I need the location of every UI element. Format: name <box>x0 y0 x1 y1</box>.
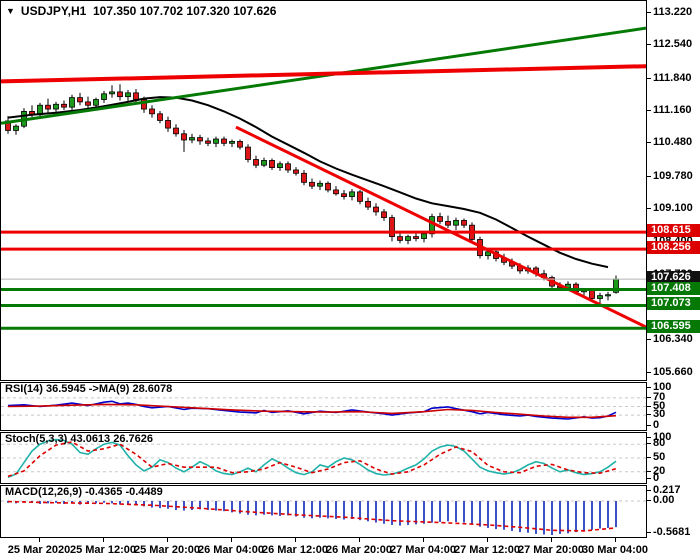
time-tick <box>103 538 104 542</box>
rsi-indicator-pane[interactable] <box>0 382 647 431</box>
price-tick-label: 109.780 <box>647 170 693 182</box>
tick-dash <box>647 109 651 111</box>
macd-axis[interactable]: 0.217 0.00 -0.5681 <box>647 484 700 538</box>
price-badge: 108.256 <box>647 241 700 254</box>
stochastic-axis[interactable]: 100 80 50 20 0 <box>647 431 700 484</box>
time-label: 25 Mar 2020 <box>7 544 71 556</box>
indicator-axis-label: 80 <box>647 437 665 449</box>
time-axis[interactable]: 25 Mar 2020 25 Mar 12:00 25 Mar 20:00 26 Ma… <box>0 538 649 560</box>
indicator-axis-label: 0.217 <box>647 484 681 496</box>
time-label: 25 Mar 20:00 <box>133 544 201 556</box>
tick-dash <box>647 413 651 415</box>
tick-dash <box>647 477 651 479</box>
price-tick-label: 111.840 <box>647 72 692 84</box>
tick-dash <box>647 338 651 340</box>
time-tick <box>295 538 296 542</box>
tick-dash <box>647 11 651 13</box>
indicator-axis-label: 100 <box>647 431 671 443</box>
price-tick-label: 110.480 <box>647 136 692 148</box>
time-tick <box>551 538 552 542</box>
rsi-label: RSI(14) 36.5945 ->MA(9) 28.6078 <box>5 383 173 395</box>
time-label: 26 Mar 12:00 <box>261 544 329 556</box>
tick-dash <box>647 207 651 209</box>
ma-line <box>7 96 609 269</box>
indicator-axis-label: 50 <box>647 400 665 412</box>
indicator-axis-label: 50 <box>647 451 665 463</box>
time-label: 30 Mar 04:00 <box>581 544 649 556</box>
tick-dash <box>647 43 651 45</box>
tick-dash <box>647 386 651 388</box>
descending-resistance <box>235 125 646 329</box>
ascending-resistance <box>1 64 646 84</box>
price-chart-pane[interactable] <box>0 0 647 381</box>
rsi-ma-line <box>7 403 617 419</box>
tick-dash <box>647 470 651 472</box>
indicator-axis-label: 0 <box>647 472 659 484</box>
price-tick-label: 112.540 <box>647 38 692 50</box>
macd-plot <box>1 500 646 535</box>
time-tick <box>359 538 360 542</box>
chart-title: ▼ USDJPY,H1 107.350 107.702 107.320 107.6… <box>6 4 276 18</box>
tick-dash <box>647 489 651 491</box>
stochastic-label: Stoch(5,3,3) 43.0613 26.7626 <box>5 433 153 445</box>
price-badge: 106.595 <box>647 320 700 333</box>
time-label: 27 Mar 20:00 <box>517 544 585 556</box>
tick-dash <box>647 424 651 426</box>
time-tick <box>487 538 488 542</box>
stoch-k-line <box>7 438 617 479</box>
stochastic-plot <box>1 438 646 479</box>
macd-label: MACD(12,26,9) -0.4365 -0.4489 <box>5 486 163 498</box>
tick-dash <box>647 77 651 79</box>
time-label: 25 Mar 12:00 <box>69 544 137 556</box>
indicator-axis-label: 20 <box>647 465 665 477</box>
macd-indicator-pane[interactable] <box>0 485 647 538</box>
rsi-plot <box>1 397 646 420</box>
indicator-axis-label: -0.5681 <box>647 526 690 538</box>
time-tick <box>39 538 40 542</box>
tick-dash <box>647 436 651 438</box>
price-axis[interactable]: 113.220 112.540 111.840 111.160 110.480 109.7… <box>647 0 700 381</box>
stochastic-indicator-pane[interactable] <box>0 432 647 484</box>
time-tick <box>423 538 424 542</box>
price-badge: 108.615 <box>647 224 700 237</box>
indicator-axis-label: 100 <box>647 381 671 393</box>
indicator-axis-label: 30 <box>647 408 665 420</box>
time-label: 26 Mar 04:00 <box>197 544 265 556</box>
price-badge: 107.626 <box>647 271 700 284</box>
time-tick <box>231 538 232 542</box>
symbol-period-label: USDJPY,H1 <box>20 4 87 18</box>
indicator-axis-label: 0.00 <box>647 494 674 506</box>
tick-dash <box>647 442 651 444</box>
tick-dash <box>647 371 651 373</box>
tick-dash <box>647 141 651 143</box>
time-label: 27 Mar 04:00 <box>389 544 457 556</box>
symbol-dropdown-icon[interactable]: ▼ <box>6 6 15 16</box>
tick-dash <box>647 396 651 398</box>
price-badge: 107.073 <box>647 297 700 310</box>
price-tick-label: 109.100 <box>647 202 693 214</box>
macd-signal-line <box>7 500 617 532</box>
time-label: 27 Mar 12:00 <box>453 544 521 556</box>
time-label: 26 Mar 20:00 <box>325 544 393 556</box>
tick-dash <box>647 531 651 533</box>
tick-dash <box>647 499 651 501</box>
candlestick-plot <box>1 26 646 330</box>
price-tick-label: 106.340 <box>647 333 693 345</box>
price-badge: 107.408 <box>647 282 700 295</box>
price-tick-label: 113.220 <box>647 6 692 18</box>
tick-dash <box>647 405 651 407</box>
price-tick-label: 105.660 <box>647 366 693 378</box>
time-tick <box>167 538 168 542</box>
ohlc-values: 107.350 107.702 107.320 107.626 <box>92 4 277 18</box>
time-tick <box>615 538 616 542</box>
tick-dash <box>647 456 651 458</box>
indicator-axis-label: 70 <box>647 391 665 403</box>
indicator-axis-label: 0 <box>647 419 659 431</box>
stoch-d-line <box>7 441 617 478</box>
rsi-axis[interactable]: 100 70 50 30 0 <box>647 381 700 431</box>
price-tick-label: 111.160 <box>647 104 692 116</box>
candles-layer <box>5 84 619 304</box>
tick-dash <box>647 175 651 177</box>
